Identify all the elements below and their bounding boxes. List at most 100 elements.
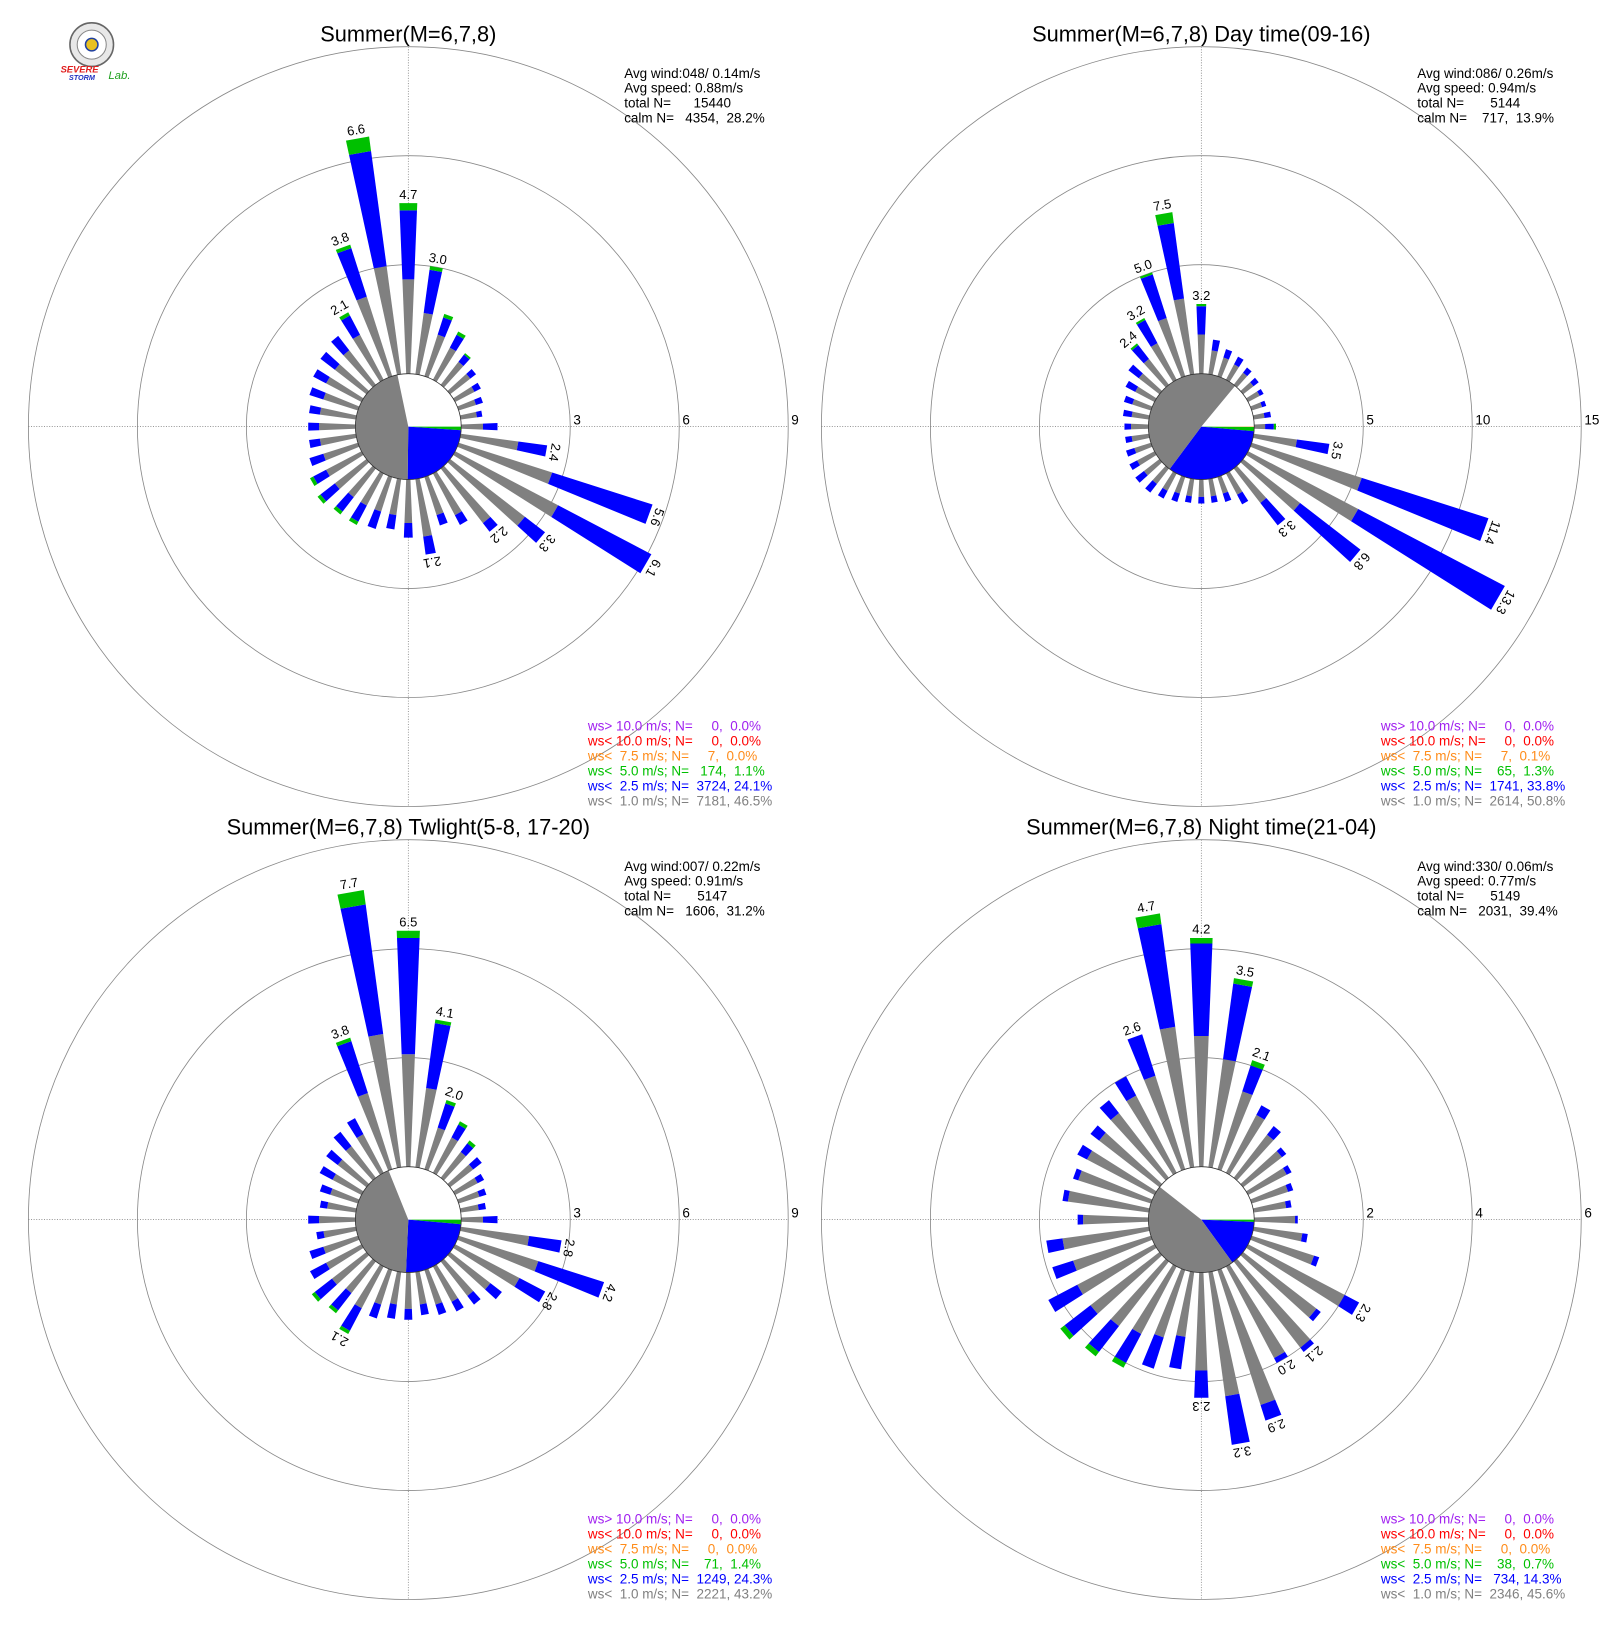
- bar-segment: [1225, 1393, 1250, 1445]
- stats-line: Avg speed: 0.91m/s: [624, 874, 743, 889]
- bar-segment: [426, 1023, 451, 1090]
- bar-segment: [1293, 502, 1361, 562]
- bar-segment: [440, 1151, 466, 1181]
- stats-line: Avg speed: 0.77m/s: [1417, 874, 1536, 889]
- bar-segment: [1154, 1268, 1186, 1338]
- bar-segment: [1242, 1065, 1263, 1096]
- bar-total-label: 2.9: [1265, 1416, 1287, 1436]
- bar-segment: [319, 1184, 333, 1195]
- bar-segment: [419, 1303, 429, 1316]
- bar-segment: [396, 930, 420, 939]
- logo-text: Lab.: [108, 70, 130, 82]
- bar-segment: [424, 334, 445, 378]
- bar-segment: [453, 1244, 520, 1287]
- bar-segment: [354, 1264, 384, 1309]
- r-tick-label: 2: [1366, 1206, 1374, 1221]
- bar-segment: [1110, 1113, 1169, 1181]
- bar-segment: [1144, 1075, 1186, 1171]
- stats-line: calm N= 717, 13.9%: [1417, 110, 1554, 125]
- bar-segment: [1145, 480, 1157, 493]
- bar-segment: [1171, 491, 1180, 502]
- bar-total-label: 4.1: [435, 1003, 455, 1021]
- bar-segment: [403, 523, 413, 538]
- bar-total-label: 2.3: [1192, 1399, 1210, 1414]
- bar-segment: [1233, 1134, 1274, 1181]
- bar-segment: [1048, 1284, 1083, 1312]
- bar-segment: [326, 1149, 343, 1166]
- legend-entry: ws< 10.0 m/s; N= 0, 0.0%: [1380, 1527, 1554, 1542]
- bar-segment: [1190, 943, 1213, 1037]
- pie-wedge: [355, 374, 409, 480]
- bar-segment: [429, 266, 443, 272]
- bar-segment: [447, 458, 525, 526]
- bar-segment: [313, 469, 330, 485]
- bar-segment: [335, 244, 352, 254]
- bar-segment: [389, 478, 402, 516]
- bar-segment: [1257, 389, 1264, 396]
- bar-segment: [1267, 1125, 1281, 1141]
- legend-entry: ws< 5.0 m/s; N= 38, 0.7%: [1380, 1557, 1554, 1572]
- bar-segment: [349, 150, 387, 269]
- bar-segment: [1254, 424, 1266, 430]
- bar-segment: [457, 442, 553, 484]
- bar-segment: [1143, 358, 1169, 388]
- bar-segment: [1130, 423, 1149, 430]
- grid-ring: [136, 155, 680, 698]
- bar-segment: [1134, 442, 1153, 454]
- bar-segment: [1135, 386, 1157, 403]
- logo: SEVERE STORM Lab.: [61, 22, 131, 82]
- bar-segment: [449, 334, 464, 352]
- bar-segment: [467, 1291, 481, 1305]
- bar-segment: [404, 479, 413, 524]
- bar-segment: [1137, 924, 1176, 1030]
- bar-segment: [1225, 1264, 1285, 1359]
- bar-segment: [327, 1202, 357, 1213]
- bar-segment: [424, 475, 444, 516]
- bar-segment: [424, 1127, 445, 1171]
- bar-total-label: 2.8: [560, 1238, 578, 1258]
- bar-segment: [1253, 1201, 1287, 1213]
- bar-segment: [1131, 411, 1150, 420]
- bar-segment: [1223, 983, 1253, 1062]
- bar-segment: [1129, 460, 1140, 471]
- legend-entry: ws> 10.0 m/s; N= 0, 0.0%: [587, 719, 761, 734]
- bar-segment: [1225, 471, 1243, 495]
- chart-title: Summer(M=6,7,8): [320, 22, 496, 47]
- pie-wedge: [407, 426, 462, 480]
- bar-segment: [467, 1140, 476, 1149]
- bar-segment: [453, 1177, 478, 1196]
- bar-segment: [1338, 1294, 1360, 1315]
- wind-rose: Summer(M=6,7,8) Twlight(5-8, 17-20) 3 6 9 6.…: [27, 815, 799, 1601]
- bar-segment: [1253, 1226, 1303, 1242]
- legend-entry: ws< 10.0 m/s; N= 0, 0.0%: [1380, 734, 1554, 749]
- bar-segment: [333, 506, 343, 515]
- stats-line: Avg wind:007/ 0.22m/s: [624, 859, 760, 874]
- bar-segment: [1077, 1214, 1084, 1225]
- bar-segment: [437, 1103, 455, 1131]
- bar-segment: [1194, 1370, 1209, 1398]
- bar-total-label: 4.7: [399, 187, 417, 202]
- bar-segment: [460, 1226, 530, 1246]
- bar-segment: [1217, 1091, 1253, 1171]
- bar-segment: [415, 478, 432, 537]
- bar-segment: [1253, 413, 1265, 420]
- bar-total-label: 3.5: [1235, 962, 1255, 980]
- bar-segment: [460, 1143, 474, 1157]
- bar-segment: [348, 465, 376, 498]
- bar-segment: [1263, 411, 1272, 419]
- legend-entry: ws< 2.5 m/s; N= 3724, 24.1%: [587, 779, 772, 794]
- stats-line: Avg wind:330/ 0.06m/s: [1417, 859, 1553, 874]
- bar-segment: [1046, 1238, 1065, 1253]
- logo-text: STORM: [69, 73, 96, 82]
- bar-segment: [320, 483, 340, 502]
- bar-segment: [468, 1157, 482, 1170]
- bar-segment: [1250, 1235, 1315, 1265]
- bar-segment: [319, 1216, 356, 1224]
- bar-segment: [1060, 1325, 1074, 1340]
- r-tick-label: 4: [1475, 1206, 1483, 1221]
- r-tick-label: 9: [791, 1206, 798, 1221]
- bar-segment: [1124, 423, 1131, 430]
- bar-segment: [440, 361, 464, 388]
- grid-ring: [929, 155, 1473, 698]
